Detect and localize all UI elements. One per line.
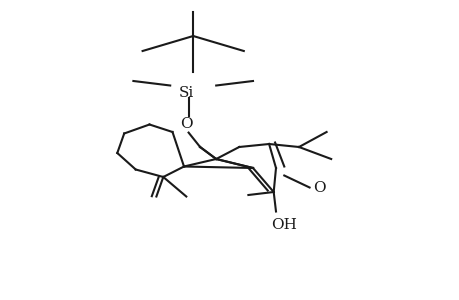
Text: O: O [179,118,192,131]
Text: Si: Si [178,86,194,100]
Text: O: O [313,181,325,194]
Text: OH: OH [271,218,297,232]
